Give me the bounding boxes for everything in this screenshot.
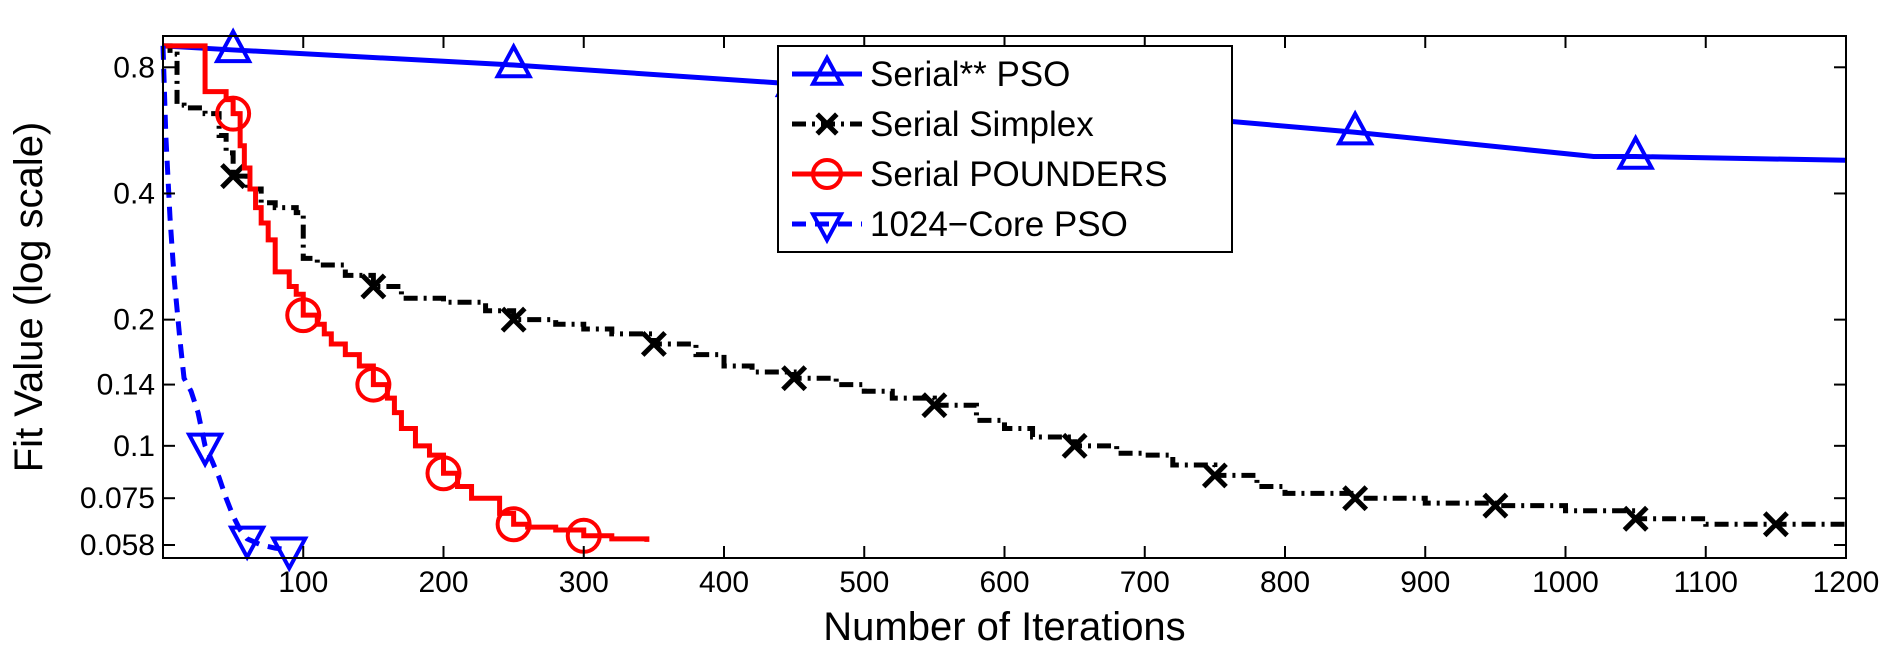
data-point-marker [1335,109,1375,146]
axes-layer: 100 200 300 400 500 600 700 800 900 1000 1100 1200 … [7,35,1879,649]
y-ticks: 0.058 0.075 0.1 0.14 0.2 0.4 0.8 [80,51,1846,562]
x-tick-label: 1200 [1813,566,1880,599]
y-tick-label: 0.14 [97,369,155,402]
legend-marker [815,112,839,136]
data-point-marker [269,536,309,573]
y-tick-label: 0.058 [80,529,155,562]
legend-marker [809,212,845,245]
x-tick-label: 1100 [1673,566,1738,599]
series-1 [163,43,1846,538]
y-axis-title: Fit Value (log scale) [7,122,51,473]
data-point-marker [1622,505,1649,532]
legend-label: Serial Simplex [870,105,1094,144]
x-tick-label: 200 [418,566,468,599]
data-point-marker [220,163,247,190]
data-point-marker [215,95,252,132]
data-point-marker [1342,485,1369,512]
legend-item: Serial** PSO [792,53,1070,94]
data-point-marker [494,42,533,79]
y-tick-label: 0.2 [113,304,155,337]
legend-marker [811,158,843,190]
data-point-marker [360,273,387,300]
data-point-marker [425,455,462,492]
series-line [163,43,650,542]
data-point-marker [495,506,532,543]
series-3 [160,45,309,573]
x-tick-label: 700 [1120,566,1170,599]
data-point-marker [1616,133,1655,170]
legend-label: Serial POUNDERS [870,155,1168,194]
x-tick-label: 1000 [1532,566,1599,599]
data-point-marker [1482,492,1509,519]
x-ticks: 100 200 300 400 500 600 700 800 900 1000 1100 1200 [278,36,1879,599]
series-2 [163,43,650,554]
x-tick-label: 900 [1400,566,1450,599]
legend: Serial** PSO Serial Simplex Serial POUNDER… [777,45,1233,253]
y-tick-label: 0.1 [113,430,155,463]
legend-box [777,45,1233,253]
data-point-marker [1061,432,1088,459]
x-tick-label: 600 [979,566,1029,599]
legend-item: 1024−Core PSO [792,205,1128,245]
data-point-marker [1201,462,1228,489]
series-line [163,43,1846,527]
x-tick-label: 500 [839,566,889,599]
y-tick-label: 0.4 [113,177,155,210]
data-point-marker [213,27,253,64]
x-tick-label: 800 [1260,566,1310,599]
legend-item: Serial Simplex [792,105,1094,144]
data-point-marker [355,366,392,403]
data-point-marker [921,392,948,419]
data-point-marker [781,365,808,392]
x-axis-title: Number of Iterations [823,605,1185,649]
data-point-marker [500,306,527,333]
data-point-marker [227,525,267,562]
series-line [160,45,290,553]
data-point-marker [1762,511,1789,538]
x-tick-label: 400 [699,566,749,599]
data-point-marker [640,330,667,357]
y-tick-label: 0.075 [80,482,155,515]
data-point-marker [185,432,225,469]
data-point-marker [285,297,322,334]
x-tick-label: 300 [559,566,609,599]
legend-item: Serial POUNDERS [792,155,1168,194]
legend-label: Serial** PSO [870,55,1070,94]
legend-label: 1024−Core PSO [870,205,1128,244]
y-tick-label: 0.8 [113,51,155,84]
legend-marker [809,53,845,86]
x-tick-label: 100 [278,566,328,599]
